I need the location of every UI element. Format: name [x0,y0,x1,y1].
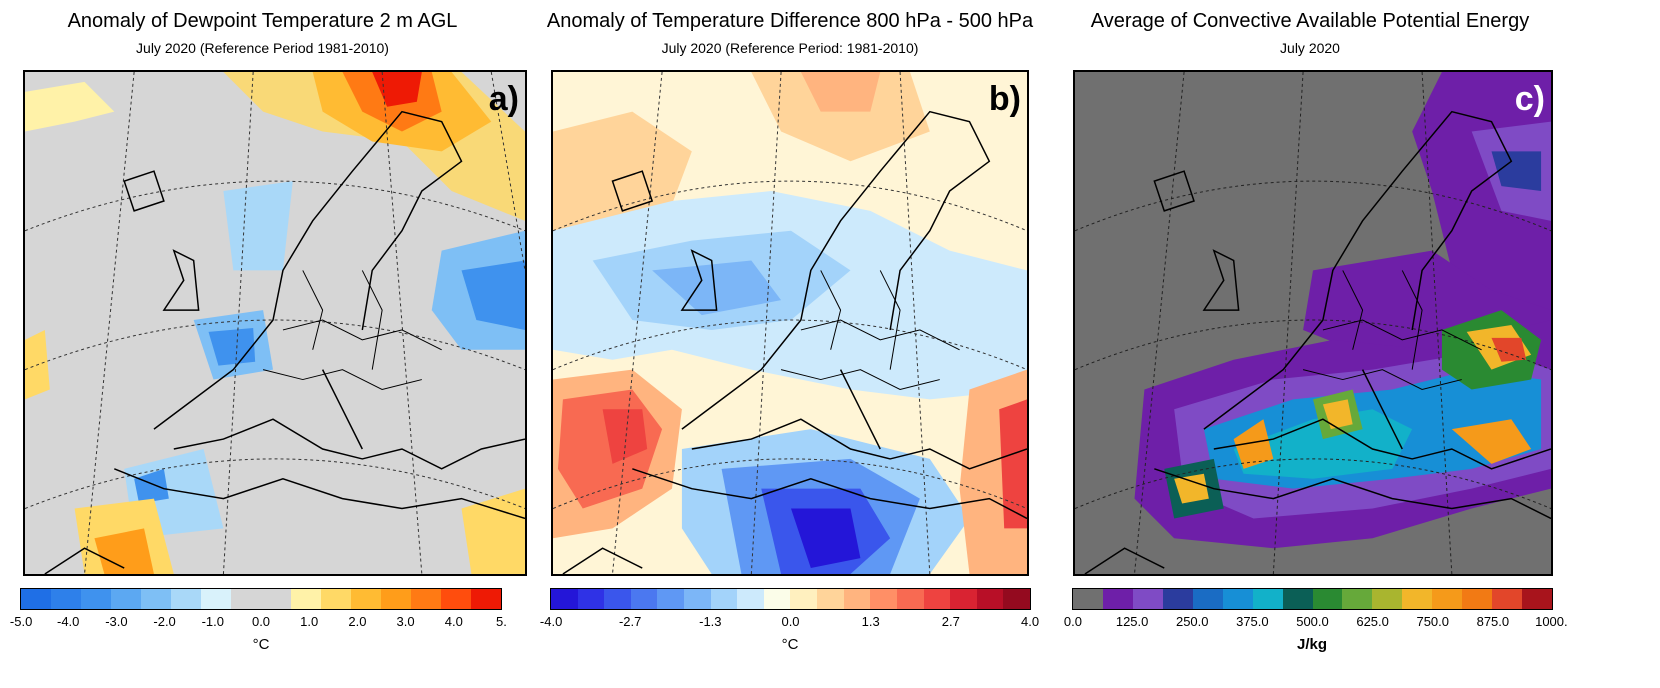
panel-a-colorbar [20,588,502,610]
colorbar-segment [1252,589,1283,609]
colorbar-segment [291,589,321,609]
colorbar-tick-label: -3.0 [105,614,128,629]
colorbar-segment [737,589,764,609]
colorbar-tick-label: -2.0 [153,614,176,629]
colorbar-segment [411,589,441,609]
colorbar-segment [657,589,685,609]
colorbar-segment [763,589,791,609]
panel-a-unit: °C [252,636,270,653]
panel-a-map: a) [23,70,527,576]
colorbar-tick-label: 1.0 [300,614,319,629]
colorbar-tick-label: 500.0 [1296,614,1329,629]
colorbar-segment [551,589,578,609]
colorbar-tick-label: -4.0 [539,614,563,629]
colorbar-tick-label: 375.0 [1236,614,1269,629]
colorbar-segment [1402,589,1433,609]
colorbar-segment [790,589,818,609]
colorbar-segment [630,589,658,609]
colorbar-segment [1073,589,1103,609]
colorbar-tick-label: 625.0 [1356,614,1389,629]
colorbar-tick-label: -1.0 [201,614,224,629]
colorbar-tick-label: 1.3 [861,614,880,629]
colorbar-segment [201,589,231,609]
colorbar-segment [81,589,111,609]
panel-a-letter: a) [488,80,519,118]
colorbar-segment [381,589,411,609]
colorbar-segment [1342,589,1373,609]
colorbar-segment [896,589,924,609]
colorbar-segment [1132,589,1163,609]
colorbar-tick-label: -5.0 [9,614,33,629]
colorbar-segment [1372,589,1403,609]
colorbar-segment [171,589,201,609]
colorbar-segment [261,589,291,609]
colorbar-segment [231,589,261,609]
colorbar-segment [441,589,471,609]
colorbar-segment [141,589,171,609]
colorbar-segment [1222,589,1253,609]
colorbar-segment [1192,589,1223,609]
colorbar-segment [471,589,501,609]
colorbar-segment [684,589,711,609]
colorbar-tick-label: 2.7 [941,614,960,629]
colorbar-tick-label: 2.0 [348,614,367,629]
panel-b-colorbar [550,588,1031,610]
colorbar-tick-label: 1000. [1535,614,1568,629]
colorbar-tick-label: 750.0 [1416,614,1450,629]
colorbar-segment [976,589,1004,609]
panel-b-title: Anomaly of Temperature Difference 800 hP… [546,10,1034,32]
colorbar-segment [1102,589,1133,609]
panel-c-subtitle: July 2020 [1280,40,1340,56]
panel-a-title: Anomaly of Dewpoint Temperature 2 m AGL [67,10,458,32]
colorbar-segment [843,589,871,609]
colorbar-segment [1003,589,1030,609]
panel-a-subtitle: July 2020 (Reference Period 1981-2010) [136,40,389,56]
colorbar-segment [604,589,631,609]
panel-c-colorbar [1072,588,1553,610]
panel-c-map: c) [1073,70,1553,576]
panel-c-letter: c) [1514,80,1545,118]
colorbar-segment [1162,589,1193,609]
colorbar-tick-label: -4.0 [56,614,80,629]
colorbar-segment [923,589,951,609]
colorbar-tick-label: 4.0 [1021,614,1040,629]
colorbar-segment [1462,589,1493,609]
colorbar-segment [1522,589,1552,609]
colorbar-tick-label: -2.7 [618,614,642,629]
colorbar-segment [1432,589,1463,609]
colorbar-segment [710,589,738,609]
colorbar-tick-label: 3.0 [396,614,415,629]
colorbar-tick-label: 4.0 [444,614,463,629]
colorbar-tick-label: 0.0 [1063,614,1082,629]
colorbar-segment [51,589,81,609]
colorbar-tick-label: 125.0 [1115,614,1149,629]
colorbar-segment [1492,589,1523,609]
colorbar-tick-label: 5. [496,614,507,629]
panel-c-title: Average of Convective Available Potentia… [1090,10,1530,32]
colorbar-segment [870,589,897,609]
panel-b-letter: b) [988,80,1021,118]
colorbar-tick-label: 250.0 [1175,614,1209,629]
panel-c-unit: J/kg [1296,636,1328,653]
colorbar-segment [577,589,605,609]
panel-b-map: b) [551,70,1029,576]
panel-b-subtitle: July 2020 (Reference Period: 1981-2010) [661,40,919,56]
panel-b-unit: °C [781,636,799,653]
colorbar-segment [21,589,51,609]
colorbar-segment [950,589,977,609]
colorbar-tick-label: 0.0 [251,614,271,629]
colorbar-segment [321,589,351,609]
colorbar-segment [817,589,844,609]
colorbar-segment [351,589,381,609]
colorbar-segment [1282,589,1313,609]
colorbar-tick-label: -1.3 [699,614,722,629]
colorbar-segment [1312,589,1343,609]
colorbar-tick-label: 0.0 [781,614,800,629]
colorbar-tick-label: 875.0 [1476,614,1510,629]
colorbar-segment [111,589,141,609]
